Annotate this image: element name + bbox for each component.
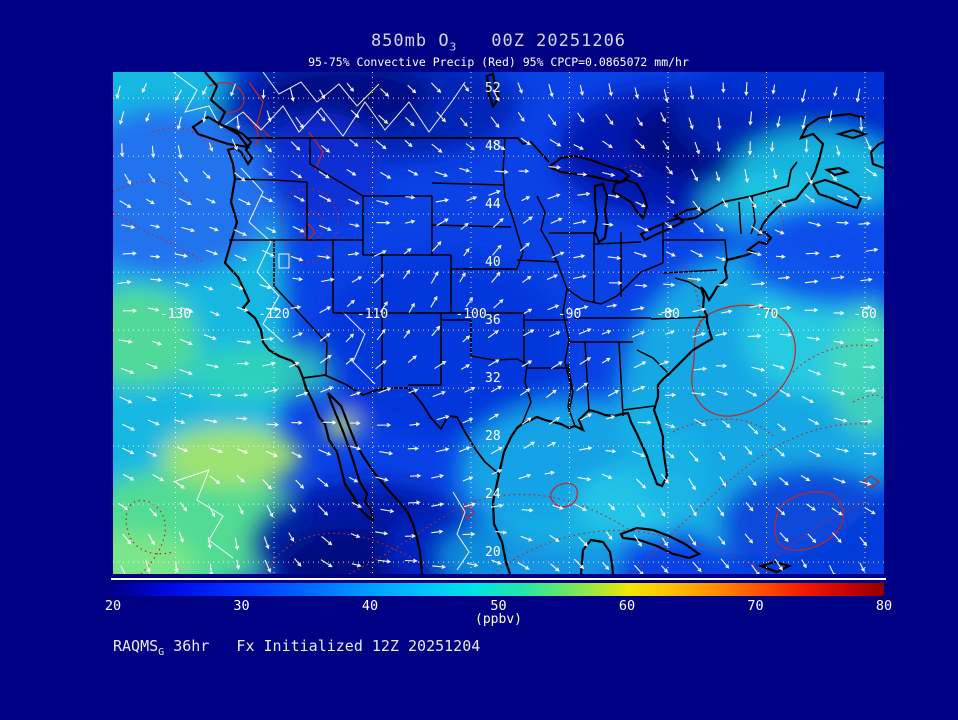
colorbar-tick: 50 (490, 598, 507, 614)
credit-text: 36hr Fx Initialized 12Z 20251204 (164, 637, 481, 655)
map-canvas: 52 48 44 40 36 32 28 24 20 -130 -120 -110 -100 -90 -80… (113, 72, 884, 574)
colorbar-ticks: 20 30 40 50 60 70 80 (105, 598, 892, 614)
lat-label: 28 (485, 429, 501, 445)
title-variable: 850mb O (370, 31, 450, 51)
lat-label: 32 (485, 371, 501, 387)
country-borders (246, 137, 798, 475)
colorbar-units: (ppbv) (475, 612, 522, 627)
credit-subscript: G (158, 647, 165, 658)
title-subscript: 3 (449, 40, 458, 54)
lon-label: -130 (159, 307, 192, 323)
wind-vectors (115, 81, 880, 574)
lat-label: 44 (485, 197, 501, 213)
lat-label: 52 (485, 81, 501, 97)
colorbar-tick: 70 (747, 598, 764, 614)
plot-title: 850mb O3 00Z 20251206 (113, 31, 884, 53)
colorbar-tick: 60 (618, 598, 636, 614)
lon-label: -110 (356, 307, 389, 323)
colorbar-tick: 40 (361, 598, 379, 614)
colorbar (113, 583, 884, 596)
colorbar-tick: 80 (875, 598, 893, 614)
lat-label: 36 (485, 313, 501, 329)
lon-label: -60 (853, 307, 877, 323)
title-valid-time: 00Z 20251206 (491, 31, 627, 51)
colorbar-separator (111, 578, 886, 580)
ozone-map (113, 72, 884, 574)
lat-label: 24 (485, 487, 501, 503)
model-credit: RAQMSG 36hr Fx Initialized 12Z 20251204 (113, 637, 480, 658)
lon-label: -90 (557, 307, 582, 323)
lon-label: -120 (258, 307, 290, 323)
lat-label: 20 (485, 545, 501, 561)
lon-label: -70 (754, 307, 779, 323)
credit-model: RAQMS (113, 637, 159, 655)
lon-label: -80 (656, 307, 680, 323)
lon-label: -100 (455, 307, 487, 323)
lat-label: 40 (485, 255, 501, 271)
lat-label: 48 (485, 139, 501, 155)
colorbar-tick: 20 (104, 598, 122, 614)
plot-subtitle: 95-75% Convective Precip (Red) 95% CPCP=… (308, 55, 689, 69)
colorbar-tick: 30 (233, 598, 250, 614)
